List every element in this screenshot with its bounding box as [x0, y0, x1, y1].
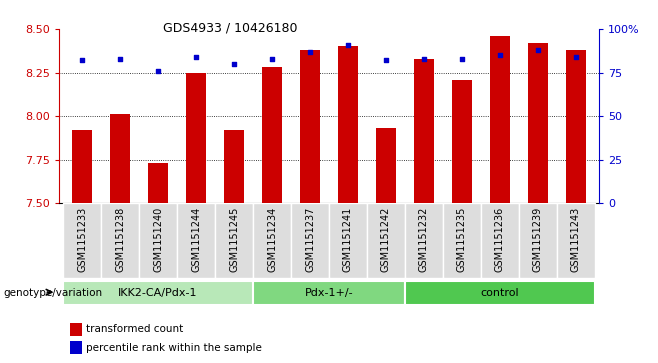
Bar — [63, 203, 101, 278]
Text: control: control — [481, 288, 519, 298]
Bar — [101, 203, 139, 278]
Bar — [481, 203, 519, 278]
Point — [418, 56, 429, 62]
Bar — [528, 43, 548, 203]
Bar — [215, 203, 253, 278]
Text: GSM1151232: GSM1151232 — [419, 207, 429, 272]
Text: GSM1151235: GSM1151235 — [457, 207, 467, 272]
Bar — [253, 281, 405, 305]
Bar — [253, 203, 291, 278]
Point — [114, 56, 125, 62]
Text: GSM1151242: GSM1151242 — [381, 207, 391, 272]
Bar — [443, 203, 481, 278]
Bar — [139, 203, 177, 278]
Text: GSM1151241: GSM1151241 — [343, 207, 353, 272]
Bar — [291, 203, 329, 278]
Point — [381, 57, 392, 63]
Bar — [186, 73, 207, 203]
Point — [77, 57, 88, 63]
Text: GSM1151243: GSM1151243 — [571, 207, 581, 272]
Bar — [338, 46, 359, 203]
Bar — [405, 281, 595, 305]
Text: GSM1151244: GSM1151244 — [191, 207, 201, 272]
Bar — [490, 36, 511, 203]
Bar — [451, 79, 472, 203]
Point — [229, 61, 240, 67]
Bar — [376, 129, 396, 203]
Bar — [177, 203, 215, 278]
Point — [153, 68, 163, 74]
Bar — [405, 203, 443, 278]
Bar — [519, 203, 557, 278]
Point — [191, 54, 201, 60]
Bar — [413, 59, 434, 203]
Bar — [565, 50, 586, 203]
Text: Pdx-1+/-: Pdx-1+/- — [305, 288, 353, 298]
Bar — [329, 203, 367, 278]
Text: GSM1151245: GSM1151245 — [229, 207, 239, 272]
Bar — [72, 130, 93, 203]
Text: GSM1151234: GSM1151234 — [267, 207, 277, 272]
Text: IKK2-CA/Pdx-1: IKK2-CA/Pdx-1 — [118, 288, 198, 298]
Bar — [261, 68, 282, 203]
Bar — [110, 114, 130, 203]
Point — [266, 56, 277, 62]
Bar — [367, 203, 405, 278]
Text: GSM1151238: GSM1151238 — [115, 207, 125, 272]
Text: percentile rank within the sample: percentile rank within the sample — [86, 343, 262, 352]
Point — [570, 54, 581, 60]
Bar — [63, 281, 253, 305]
Bar — [70, 341, 82, 354]
Text: GSM1151233: GSM1151233 — [77, 207, 87, 272]
Text: GSM1151237: GSM1151237 — [305, 207, 315, 272]
Bar — [557, 203, 595, 278]
Point — [533, 47, 544, 53]
Text: GSM1151240: GSM1151240 — [153, 207, 163, 272]
Text: GSM1151236: GSM1151236 — [495, 207, 505, 272]
Bar — [224, 130, 245, 203]
Point — [343, 42, 353, 48]
Text: GSM1151239: GSM1151239 — [533, 207, 543, 272]
Text: transformed count: transformed count — [86, 325, 184, 334]
Bar — [299, 50, 320, 203]
Point — [457, 56, 467, 62]
Bar — [70, 323, 82, 336]
Bar — [147, 163, 168, 203]
Text: GDS4933 / 10426180: GDS4933 / 10426180 — [163, 22, 297, 35]
Text: genotype/variation: genotype/variation — [3, 288, 103, 298]
Point — [495, 52, 505, 58]
Point — [305, 49, 315, 54]
